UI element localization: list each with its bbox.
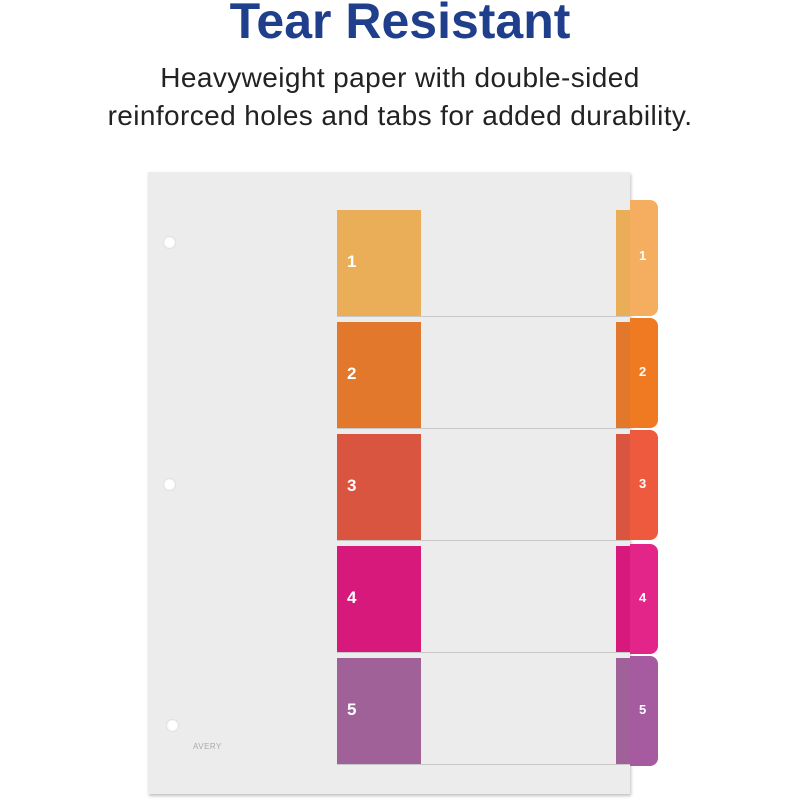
tab-number: 4 bbox=[639, 590, 647, 605]
headline: Tear Resistant bbox=[229, 0, 571, 49]
section-color-strip bbox=[616, 434, 630, 540]
section-color-strip bbox=[616, 546, 630, 652]
divider-tab[interactable]: 3 bbox=[630, 430, 658, 540]
section-row: 4 bbox=[337, 546, 630, 653]
tab-number: 3 bbox=[639, 476, 647, 491]
tab-number: 1 bbox=[639, 248, 647, 263]
section-number: 1 bbox=[347, 252, 357, 271]
section-row: 3 bbox=[337, 434, 630, 541]
avery-logo: AVERY bbox=[193, 742, 222, 751]
section-number: 3 bbox=[347, 476, 357, 495]
section-color-block: 4 bbox=[337, 546, 421, 652]
tab-number: 5 bbox=[639, 702, 647, 717]
punch-hole bbox=[166, 719, 179, 732]
section-color-block: 5 bbox=[337, 658, 421, 764]
section-number: 4 bbox=[347, 588, 357, 607]
section-color-block: 1 bbox=[337, 210, 421, 316]
section-row: 1 bbox=[337, 210, 630, 317]
divider-tab[interactable]: 1 bbox=[630, 200, 658, 316]
section-row: 2 bbox=[337, 322, 630, 429]
section-row: 5 bbox=[337, 658, 630, 765]
divider-page: AVERY 1 2 3 4 5 bbox=[148, 172, 630, 794]
section-color-strip bbox=[616, 322, 630, 428]
punch-hole bbox=[163, 236, 176, 249]
divider-tab[interactable]: 2 bbox=[630, 318, 658, 428]
subtitle-line-2: reinforced holes and tabs for added dura… bbox=[107, 100, 693, 131]
subtitle-line-1: Heavyweight paper with double-sided bbox=[160, 62, 640, 93]
section-number: 2 bbox=[347, 364, 357, 383]
section-number: 5 bbox=[347, 700, 357, 719]
tab-number: 2 bbox=[639, 364, 647, 379]
section-color-block: 3 bbox=[337, 434, 421, 540]
punch-hole bbox=[163, 478, 176, 491]
section-color-strip bbox=[616, 210, 630, 316]
divider-tab[interactable]: 5 bbox=[630, 656, 658, 766]
section-color-block: 2 bbox=[337, 322, 421, 428]
section-color-strip bbox=[616, 658, 630, 764]
divider-tab[interactable]: 4 bbox=[630, 544, 658, 654]
